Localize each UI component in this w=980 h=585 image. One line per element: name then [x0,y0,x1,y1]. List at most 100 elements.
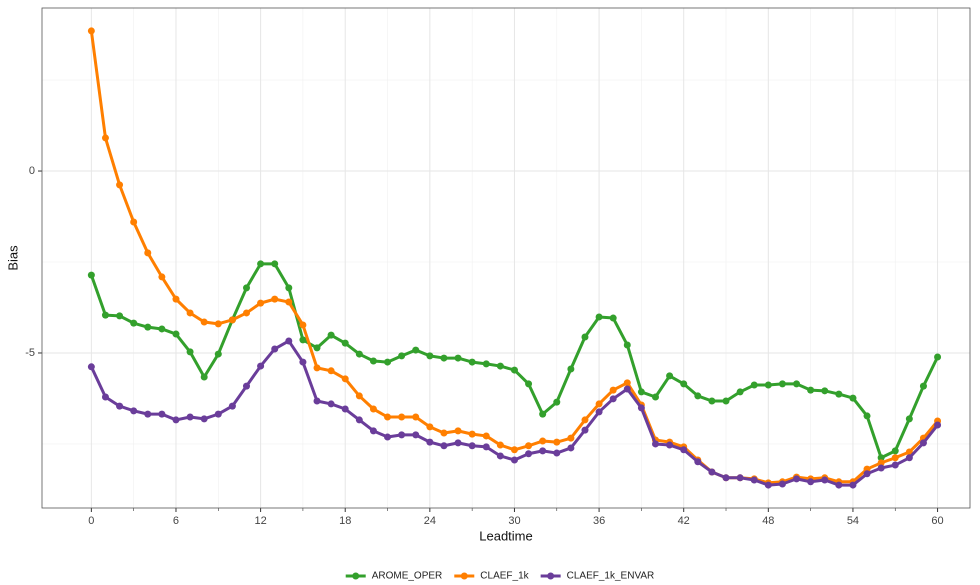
point [905,454,913,462]
point [257,299,265,307]
point [242,382,250,390]
point [158,325,166,333]
point [934,353,942,361]
point [426,352,434,360]
point [172,330,180,338]
point [708,397,716,405]
point [412,413,420,421]
point [623,385,631,393]
x-tick-label: 30 [508,515,520,527]
point [426,423,434,431]
point [496,362,504,370]
point [200,318,208,326]
point [454,354,462,362]
point [510,446,518,454]
point [609,314,617,322]
point [285,337,293,345]
point [877,464,885,472]
point [567,365,575,373]
point [144,410,152,418]
point [581,426,589,434]
point [821,387,829,395]
x-tick-label: 24 [424,515,436,527]
legend-label: AROME_OPER [372,571,443,582]
point [581,333,589,341]
point [214,410,222,418]
point [257,260,265,268]
point [525,450,533,458]
point [666,372,674,380]
point [567,444,575,452]
point [313,397,321,405]
point [355,350,363,358]
point [821,476,829,484]
point [553,449,561,457]
panel-border [41,7,971,509]
point [369,427,377,435]
legend-dot [460,572,468,580]
point [412,431,420,439]
point [299,358,307,366]
point [285,298,293,306]
point [116,181,124,189]
point [384,413,392,421]
point [651,393,659,401]
x-tick-label: 36 [593,515,605,527]
point [609,386,617,394]
point [271,295,279,303]
point [158,410,166,418]
x-tick-label: 18 [339,515,351,527]
point [539,410,547,418]
point [722,397,730,405]
point [835,390,843,398]
point [539,447,547,455]
point [877,454,885,462]
point [934,421,942,429]
point [130,407,138,415]
point [722,474,730,482]
point [482,443,490,451]
point [736,388,744,396]
point [539,437,547,445]
point [468,358,476,366]
point [764,381,772,389]
point [341,405,349,413]
point [327,331,335,339]
point [130,218,138,226]
point [186,413,194,421]
point [849,394,857,402]
point [553,438,561,446]
point [708,468,716,476]
point [496,441,504,449]
point [384,358,392,366]
point [398,352,406,360]
point [764,481,772,489]
point [398,413,406,421]
point [200,373,208,381]
point [299,321,307,329]
point [200,415,208,423]
x-tick-label: 54 [847,515,859,527]
point [228,402,236,410]
point [637,388,645,396]
x-tick-label: 60 [931,515,943,527]
point [242,284,250,292]
point [891,447,899,455]
point [327,400,335,408]
point [863,470,871,478]
point [750,381,758,389]
y-tick-label: -5 [25,347,35,359]
point [623,379,631,387]
point [849,481,857,489]
x-axis-label: Leadtime [479,528,532,543]
point [87,271,95,279]
point [144,249,152,257]
point [651,440,659,448]
point [271,260,279,268]
point [158,273,166,281]
point [398,431,406,439]
point [313,364,321,372]
point [863,412,871,420]
point [341,375,349,383]
point [581,416,589,424]
